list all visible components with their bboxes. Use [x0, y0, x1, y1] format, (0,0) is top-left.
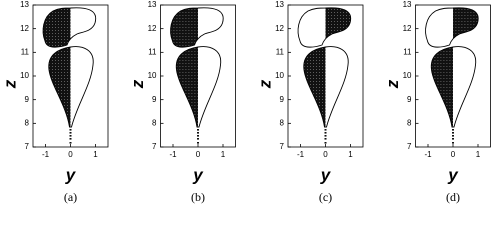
filled-region	[43, 8, 71, 48]
x-axis-label: y	[65, 165, 77, 184]
y-tick-label: 12	[20, 24, 29, 33]
y-axis-label: z	[383, 79, 402, 89]
tail-dot	[69, 138, 72, 140]
filled-region	[431, 47, 453, 127]
tail-dot	[197, 142, 199, 144]
y-tick-label: 11	[21, 47, 30, 56]
y-tick-label: 13	[403, 0, 412, 9]
region-outline	[430, 46, 477, 128]
tail-dot	[324, 138, 327, 140]
region-outline	[170, 7, 224, 48]
x-tick-label: -1	[424, 150, 432, 159]
y-tick-label: 10	[148, 71, 157, 80]
x-tick-label: -1	[42, 150, 50, 159]
x-tick-label: 1	[221, 150, 226, 159]
filled-region	[325, 7, 351, 39]
filled-region	[170, 8, 198, 48]
caption: (d)	[446, 190, 460, 204]
tail-dot	[452, 142, 454, 144]
tail-dot	[69, 129, 72, 131]
tail-dot	[324, 132, 327, 134]
tail-dot	[69, 135, 72, 137]
tail-dot	[197, 129, 199, 131]
y-tick-label: 9	[407, 95, 412, 104]
caption: (c)	[319, 190, 332, 204]
tail-dot	[452, 138, 454, 140]
panel: -1 0 1 7 8 9 10 11 12 13 y z (b)	[128, 0, 236, 204]
filled-region	[303, 47, 326, 127]
tail-dot	[324, 129, 327, 131]
y-tick-label: 8	[152, 118, 157, 127]
y-tick-label: 12	[148, 24, 157, 33]
y-axis-label: z	[0, 79, 19, 89]
filled-region	[48, 47, 71, 127]
caption: (b)	[191, 190, 205, 204]
y-tick-label: 11	[276, 47, 285, 56]
tail-dot	[197, 138, 199, 140]
tail-dot	[452, 135, 454, 137]
tail-dot	[452, 129, 454, 131]
region-outline	[297, 7, 352, 48]
y-tick-label: 8	[407, 118, 412, 127]
panel: -1 0 1 7 8 9 10 11 12 13 y z (c)	[255, 0, 364, 204]
x-tick-label: 0	[451, 150, 456, 159]
x-tick-label: 1	[93, 150, 98, 159]
tail-dot	[197, 132, 199, 134]
region-outline	[425, 7, 479, 48]
x-tick-label: -1	[297, 150, 305, 159]
y-tick-label: 7	[407, 142, 412, 151]
y-tick-label: 8	[25, 118, 30, 127]
y-tick-label: 10	[20, 71, 29, 80]
filled-region	[176, 47, 198, 127]
y-tick-label: 9	[152, 95, 157, 104]
y-tick-label: 12	[275, 24, 284, 33]
y-tick-label: 9	[25, 95, 30, 104]
tail-dot	[452, 132, 454, 134]
tail-dot	[324, 142, 327, 144]
region-outline	[175, 46, 222, 128]
y-tick-label: 7	[25, 142, 30, 151]
y-tick-label: 13	[20, 0, 29, 9]
region-outline	[48, 46, 94, 128]
y-tick-label: 10	[403, 71, 412, 80]
y-tick-label: 11	[148, 47, 157, 56]
y-tick-label: 11	[403, 47, 412, 56]
panel: -1 0 1 7 8 9 10 11 12 13 y z (a)	[0, 0, 109, 204]
x-tick-label: 1	[476, 150, 481, 159]
y-tick-label: 8	[280, 118, 285, 127]
y-axis-label: z	[255, 79, 274, 89]
y-tick-label: 7	[280, 142, 285, 151]
region-outline	[303, 46, 349, 128]
tail-dot	[69, 132, 72, 134]
y-axis-label: z	[128, 79, 147, 89]
y-tick-label: 9	[280, 95, 285, 104]
y-tick-label: 13	[148, 0, 157, 9]
tail-dot	[69, 142, 72, 144]
y-tick-label: 10	[275, 71, 284, 80]
x-axis-label: y	[192, 165, 204, 184]
x-tick-label: 0	[323, 150, 328, 159]
x-axis-label: y	[320, 165, 332, 184]
x-tick-label: 1	[348, 150, 353, 159]
x-tick-label: 0	[68, 150, 73, 159]
x-tick-label: 0	[196, 150, 201, 159]
tail-dot	[324, 135, 327, 137]
y-tick-label: 12	[403, 24, 412, 33]
tail-dot	[197, 135, 199, 137]
x-tick-label: -1	[169, 150, 177, 159]
x-axis-label: y	[447, 165, 459, 184]
y-tick-label: 13	[275, 0, 284, 9]
region-outline	[42, 7, 97, 48]
y-tick-label: 7	[152, 142, 157, 151]
caption: (a)	[64, 190, 77, 204]
filled-region	[453, 7, 479, 39]
panel: -1 0 1 7 8 9 10 11 12 13 y z (d)	[383, 0, 491, 204]
